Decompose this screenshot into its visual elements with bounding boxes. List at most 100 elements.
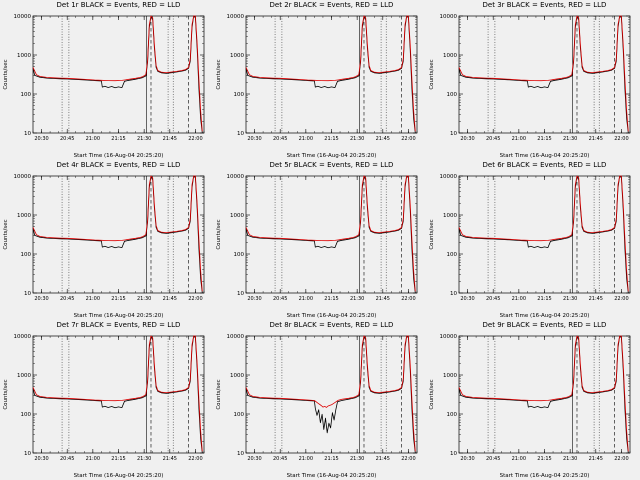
svg-text:20:45: 20:45 [60, 456, 74, 462]
plot-title: Det 1r BLACK = Events, RED = LLD [56, 1, 181, 9]
svg-text:Counts/sec: Counts/sec [216, 379, 222, 409]
svg-text:10: 10 [450, 131, 457, 137]
svg-text:20:30: 20:30 [247, 456, 261, 462]
plot-title: Det 6r BLACK = Events, RED = LLD [482, 161, 607, 169]
svg-text:22:00: 22:00 [188, 136, 202, 142]
svg-text:22:00: 22:00 [614, 456, 628, 462]
svg-text:21:45: 21:45 [376, 456, 390, 462]
svg-text:20:30: 20:30 [34, 296, 48, 302]
svg-text:Start Time (16-Aug-04 20:25:20: Start Time (16-Aug-04 20:25:20) [500, 473, 590, 479]
svg-text:Counts/sec: Counts/sec [429, 379, 435, 409]
svg-text:10: 10 [450, 451, 457, 457]
svg-text:1000: 1000 [443, 373, 457, 379]
svg-text:20:45: 20:45 [60, 296, 74, 302]
svg-text:Counts/sec: Counts/sec [429, 219, 435, 249]
plot-canvas-det-2r: 10 100 1000 10000 20:30 20:45 21:00 21:15 21:30 2… [216, 14, 418, 159]
svg-text:20:45: 20:45 [273, 456, 287, 462]
plot-canvas-det-6r: 10 100 1000 10000 20:30 20:45 21:00 21:15 21:30 2… [429, 174, 631, 319]
svg-text:21:30: 21:30 [563, 296, 577, 302]
svg-text:22:00: 22:00 [614, 296, 628, 302]
plot-canvas-det-5r: 10 100 1000 10000 20:30 20:45 21:00 21:15 21:30 2… [216, 174, 418, 319]
svg-text:21:15: 21:15 [111, 136, 125, 142]
svg-text:10000: 10000 [440, 334, 458, 340]
svg-text:21:30: 21:30 [137, 136, 151, 142]
svg-text:1000: 1000 [17, 373, 31, 379]
plot-panel-det-7r: Det 7r BLACK = Events, RED = LLD 10 100 10… [0, 320, 213, 480]
svg-text:22:00: 22:00 [188, 456, 202, 462]
svg-text:20:30: 20:30 [34, 136, 48, 142]
svg-text:21:15: 21:15 [324, 296, 338, 302]
plot-title: Det 8r BLACK = Events, RED = LLD [269, 321, 394, 329]
svg-text:10000: 10000 [440, 14, 458, 20]
svg-text:100: 100 [447, 412, 458, 418]
svg-text:21:15: 21:15 [537, 456, 551, 462]
svg-text:10: 10 [237, 131, 244, 137]
svg-text:Start Time (16-Aug-04 20:25:20: Start Time (16-Aug-04 20:25:20) [287, 313, 377, 319]
svg-text:21:00: 21:00 [86, 136, 100, 142]
svg-text:20:30: 20:30 [247, 296, 261, 302]
svg-text:1000: 1000 [443, 213, 457, 219]
svg-text:21:30: 21:30 [350, 136, 364, 142]
svg-text:21:00: 21:00 [86, 456, 100, 462]
svg-text:100: 100 [234, 412, 245, 418]
svg-text:22:00: 22:00 [188, 296, 202, 302]
svg-text:10000: 10000 [440, 174, 458, 180]
plot-panel-det-2r: Det 2r BLACK = Events, RED = LLD 10 100 10… [213, 0, 426, 160]
svg-text:10: 10 [237, 451, 244, 457]
svg-text:22:00: 22:00 [401, 456, 415, 462]
svg-text:100: 100 [21, 252, 32, 258]
svg-text:20:30: 20:30 [460, 296, 474, 302]
plot-panel-det-4r: Det 4r BLACK = Events, RED = LLD 10 100 10… [0, 160, 213, 320]
svg-text:100: 100 [21, 412, 32, 418]
svg-text:20:30: 20:30 [34, 456, 48, 462]
svg-text:21:45: 21:45 [589, 136, 603, 142]
svg-text:100: 100 [234, 252, 245, 258]
svg-text:21:30: 21:30 [350, 456, 364, 462]
svg-text:21:00: 21:00 [299, 296, 313, 302]
svg-text:Counts/sec: Counts/sec [3, 379, 9, 409]
svg-text:20:45: 20:45 [486, 136, 500, 142]
svg-text:21:30: 21:30 [563, 456, 577, 462]
svg-text:21:00: 21:00 [86, 296, 100, 302]
svg-text:100: 100 [447, 92, 458, 98]
svg-text:10000: 10000 [14, 14, 32, 20]
svg-text:21:00: 21:00 [512, 136, 526, 142]
svg-text:22:00: 22:00 [401, 296, 415, 302]
svg-text:20:30: 20:30 [460, 136, 474, 142]
svg-text:10000: 10000 [14, 334, 32, 340]
plot-panel-det-8r: Det 8r BLACK = Events, RED = LLD 10 100 10… [213, 320, 426, 480]
svg-text:21:15: 21:15 [111, 296, 125, 302]
svg-text:10: 10 [24, 131, 31, 137]
svg-text:21:30: 21:30 [563, 136, 577, 142]
svg-text:1000: 1000 [230, 213, 244, 219]
svg-text:20:30: 20:30 [247, 136, 261, 142]
svg-text:21:00: 21:00 [512, 296, 526, 302]
plot-panel-det-1r: Det 1r BLACK = Events, RED = LLD 10 100 10… [0, 0, 213, 160]
svg-text:20:45: 20:45 [486, 296, 500, 302]
plot-canvas-det-8r: 10 100 1000 10000 20:30 20:45 21:00 21:15 21:30 2… [216, 334, 418, 479]
svg-text:Start Time (16-Aug-04 20:25:20: Start Time (16-Aug-04 20:25:20) [74, 313, 164, 319]
svg-text:10: 10 [24, 291, 31, 297]
svg-text:21:45: 21:45 [376, 296, 390, 302]
plot-canvas-det-9r: 10 100 1000 10000 20:30 20:45 21:00 21:15 21:30 2… [429, 334, 631, 479]
svg-text:22:00: 22:00 [614, 136, 628, 142]
svg-text:10: 10 [237, 291, 244, 297]
svg-text:21:45: 21:45 [589, 296, 603, 302]
svg-text:21:45: 21:45 [163, 296, 177, 302]
plot-title: Det 5r BLACK = Events, RED = LLD [269, 161, 394, 169]
plot-panel-det-9r: Det 9r BLACK = Events, RED = LLD 10 100 10… [426, 320, 639, 480]
svg-text:21:15: 21:15 [324, 456, 338, 462]
plot-panel-det-6r: Det 6r BLACK = Events, RED = LLD 10 100 10… [426, 160, 639, 320]
plot-title: Det 4r BLACK = Events, RED = LLD [56, 161, 181, 169]
plot-canvas-det-4r: 10 100 1000 10000 20:30 20:45 21:00 21:15 21:30 2… [3, 174, 205, 319]
svg-text:21:30: 21:30 [137, 296, 151, 302]
svg-text:1000: 1000 [17, 53, 31, 59]
svg-text:10: 10 [450, 291, 457, 297]
svg-text:21:30: 21:30 [137, 456, 151, 462]
svg-text:Counts/sec: Counts/sec [429, 59, 435, 89]
plot-title: Det 3r BLACK = Events, RED = LLD [482, 1, 607, 9]
plot-title: Det 2r BLACK = Events, RED = LLD [269, 1, 394, 9]
svg-text:21:00: 21:00 [299, 136, 313, 142]
svg-text:21:15: 21:15 [111, 456, 125, 462]
svg-text:Start Time (16-Aug-04 20:25:20: Start Time (16-Aug-04 20:25:20) [500, 313, 590, 319]
